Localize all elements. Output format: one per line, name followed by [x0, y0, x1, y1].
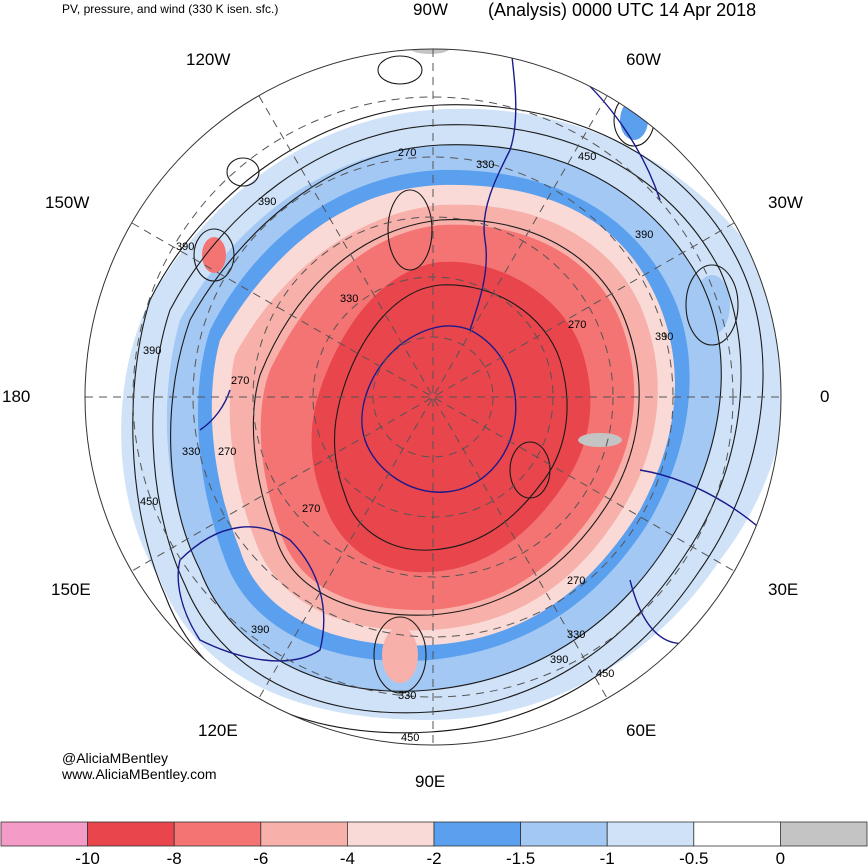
contour-label: 330	[398, 690, 416, 702]
lon-label-150w: 150W	[45, 193, 90, 212]
contour-label: 390	[550, 654, 568, 666]
colorbar-tick-label: -10	[75, 849, 100, 865]
pv-blue-eddy	[694, 275, 730, 335]
contour-label: 390	[635, 229, 653, 241]
colorbar-swatch	[780, 821, 868, 847]
lon-label-60w: 60W	[626, 50, 661, 69]
contour-label: 390	[176, 241, 194, 253]
contour-label: 270	[568, 319, 586, 331]
lon-label-30w: 30W	[768, 193, 803, 212]
contour-label: 450	[140, 496, 158, 508]
colorbar-swatch	[346, 821, 435, 847]
colorbar-swatch	[0, 821, 88, 847]
lon-label-60e: 60E	[626, 721, 657, 740]
colorbar-tick-label: -1.5	[506, 849, 535, 865]
colorbar-tick-label: -6	[253, 849, 268, 865]
colorbar-swatch	[520, 821, 608, 847]
lon-label-90w: 90W	[413, 0, 448, 19]
lon-label-30e: 30E	[768, 580, 799, 599]
map-boundary	[84, 48, 782, 746]
pv-grey-patch	[578, 433, 622, 447]
contour-label: 390	[258, 196, 276, 208]
colorbar-swatch	[173, 821, 262, 847]
pv-red-eddy	[382, 627, 418, 683]
colorbar: -10 -8 -6 -4 -2 -1.5 -1 -0.5 0	[0, 821, 868, 865]
contour-labels: 270 330 450 390 390 390 330 270 390 390 …	[140, 147, 673, 744]
pressure-contours	[132, 55, 764, 734]
colorbar-tick-label: -1	[600, 849, 615, 865]
contour-label: 270	[398, 147, 416, 159]
contour-label: 270	[567, 575, 585, 587]
colorbar-tick-label: -8	[167, 849, 182, 865]
colorbar-tick-label: -0.5	[679, 849, 708, 865]
contour-label: 390	[655, 331, 673, 343]
lon-label-120e: 120E	[198, 721, 238, 740]
colorbar-tick-label: -2	[426, 849, 441, 865]
map-field	[85, 49, 812, 745]
colorbar-tick-label: 0	[776, 849, 785, 865]
contour-label: 330	[476, 159, 494, 171]
lat-lon-grid	[85, 49, 781, 745]
lon-label-120w: 120W	[186, 50, 231, 69]
contour-label: 330	[182, 446, 200, 458]
map-subtitle: PV, pressure, and wind (330 K isen. sfc.…	[62, 2, 279, 16]
contour-label: 270	[231, 375, 249, 387]
contour-label: 450	[401, 732, 419, 744]
contour-label: 450	[578, 151, 596, 163]
contour-label: 270	[302, 503, 320, 515]
credit-handle: @AliciaMBentley	[62, 750, 169, 766]
contour-label: 450	[596, 668, 614, 680]
lon-label-180: 180	[2, 387, 31, 406]
lon-label-0: 0	[820, 387, 830, 406]
colorbar-swatch	[606, 821, 695, 847]
colorbar-swatch	[433, 821, 521, 847]
contour-label: 390	[251, 624, 269, 636]
lon-label-150e: 150E	[51, 580, 91, 599]
lon-label-90e: 90E	[415, 772, 446, 791]
contour-label: 390	[143, 345, 161, 357]
credit-website: www.AliciaMBentley.com	[62, 766, 217, 782]
colorbar-tick-label: -4	[340, 849, 355, 865]
pv-grey-patch	[410, 49, 450, 54]
contour-label: 330	[567, 629, 585, 641]
colorbar-swatch	[260, 821, 348, 847]
pv-pink-patch	[202, 237, 226, 273]
map-title: (Analysis) 0000 UTC 14 Apr 2018	[488, 0, 757, 20]
contour-label: 330	[340, 293, 358, 305]
colorbar-swatch	[693, 821, 781, 847]
pv-grey-patch	[788, 350, 812, 410]
contour-label: 270	[218, 446, 236, 458]
colorbar-swatch	[87, 821, 175, 847]
